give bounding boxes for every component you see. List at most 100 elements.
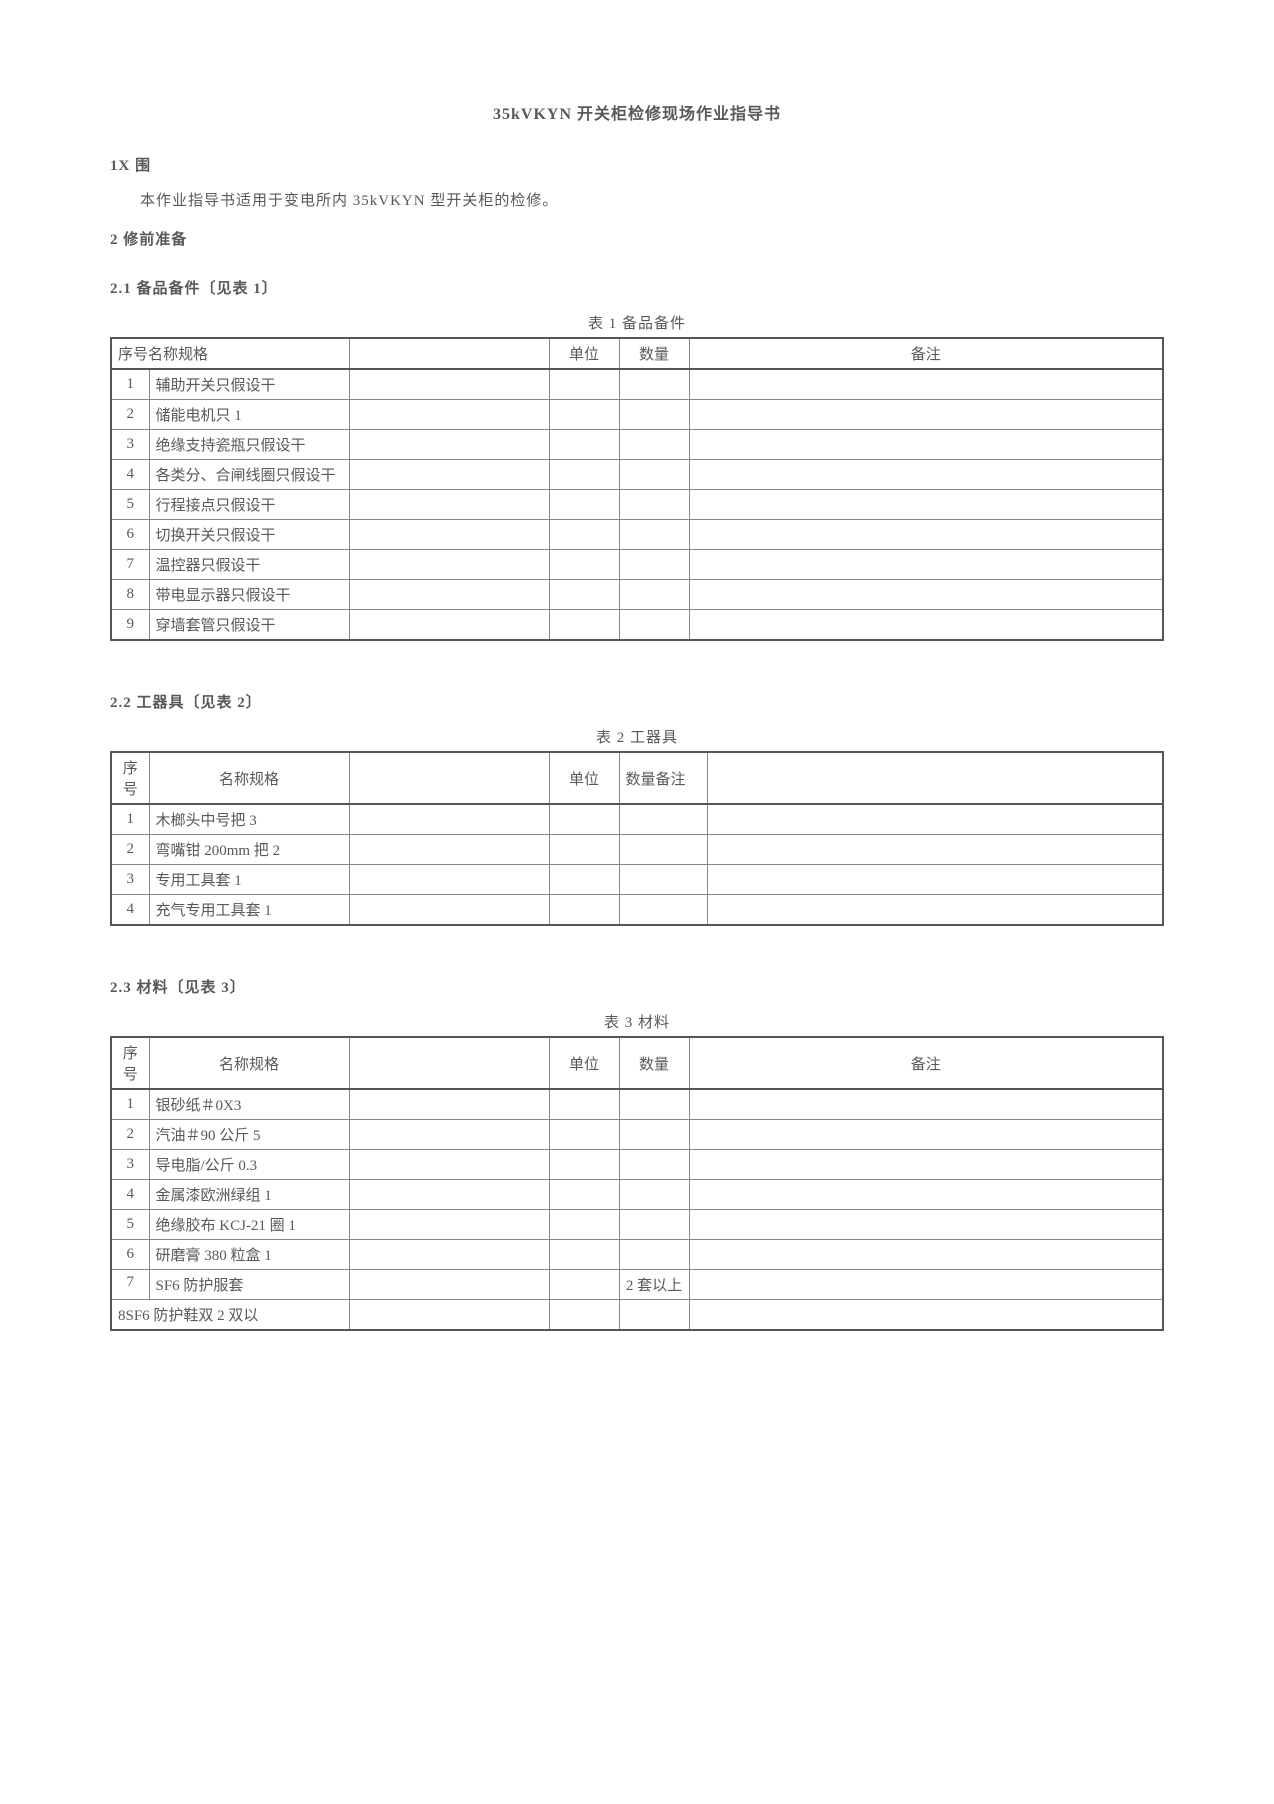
cell-name: 银砂纸＃0X3 <box>149 1089 349 1120</box>
cell-remark <box>689 610 1163 641</box>
cell-blank <box>349 400 549 430</box>
cell-unit <box>549 1300 619 1331</box>
th-seq: 序号 <box>111 1037 149 1089</box>
cell-remark <box>689 1150 1163 1180</box>
cell-blank <box>349 895 549 926</box>
cell-seq: 6 <box>111 1240 149 1270</box>
table-row: 2弯嘴钳 200mm 把 2 <box>111 835 1163 865</box>
cell-name: 汽油＃90 公斤 5 <box>149 1120 349 1150</box>
cell-seq: 2 <box>111 835 149 865</box>
cell-name: 弯嘴钳 200mm 把 2 <box>149 835 349 865</box>
cell-name: 各类分、合闸线圈只假设干 <box>149 460 349 490</box>
cell-name: 储能电机只 1 <box>149 400 349 430</box>
th-seq-name-spec: 序号名称规格 <box>111 338 349 369</box>
cell-seq: 2 <box>111 400 149 430</box>
cell-unit <box>549 1180 619 1210</box>
cell-remark <box>707 835 1163 865</box>
th-unit: 单位 <box>549 338 619 369</box>
table-1: 序号名称规格 单位 数量 备注 1辅助开关只假设干2储能电机只 13绝缘支持瓷瓶… <box>110 337 1164 641</box>
document-page: 35kVKYN 开关柜检修现场作业指导书 1X 围 本作业指导书适用于变电所内 … <box>0 0 1274 1391</box>
th-seq: 序号 <box>111 752 149 804</box>
cell-blank <box>349 490 549 520</box>
th-blank <box>349 1037 549 1089</box>
cell-qty <box>619 804 707 835</box>
cell-blank <box>349 1300 549 1331</box>
cell-remark <box>707 865 1163 895</box>
cell-qty <box>619 580 689 610</box>
table-row: 3专用工具套 1 <box>111 865 1163 895</box>
cell-unit <box>549 550 619 580</box>
table-row: 8带电显示器只假设干 <box>111 580 1163 610</box>
cell-blank <box>349 835 549 865</box>
cell-remark <box>689 460 1163 490</box>
th-blank <box>349 338 549 369</box>
th-remark: 备注 <box>689 1037 1163 1089</box>
cell-name: 绝缘胶布 KCJ-21 圈 1 <box>149 1210 349 1240</box>
cell-remark <box>689 1270 1163 1300</box>
th-name: 名称规格 <box>149 1037 349 1089</box>
table-row: 6研磨膏 380 粒盒 1 <box>111 1240 1163 1270</box>
table-1-caption: 表 1 备品备件 <box>110 312 1164 333</box>
cell-remark <box>689 400 1163 430</box>
cell-name: 辅助开关只假设干 <box>149 369 349 400</box>
th-name: 名称规格 <box>149 752 349 804</box>
table-row: 3导电脂/公斤 0.3 <box>111 1150 1163 1180</box>
cell-qty <box>619 550 689 580</box>
cell-seq-name: 8SF6 防护鞋双 2 双以 <box>111 1300 349 1331</box>
cell-name: 温控器只假设干 <box>149 550 349 580</box>
doc-title: 35kVKYN 开关柜检修现场作业指导书 <box>110 100 1164 124</box>
table-row: 2储能电机只 1 <box>111 400 1163 430</box>
table-row: 1辅助开关只假设干 <box>111 369 1163 400</box>
section-1-heading: 1X 围 <box>110 154 1164 175</box>
cell-remark <box>689 580 1163 610</box>
th-blank2 <box>707 752 1163 804</box>
table-3-caption: 表 3 材料 <box>110 1011 1164 1032</box>
cell-remark <box>689 369 1163 400</box>
cell-seq: 4 <box>111 1180 149 1210</box>
table-row: 4各类分、合闸线圈只假设干 <box>111 460 1163 490</box>
cell-seq: 3 <box>111 430 149 460</box>
section-2-heading: 2 修前准备 <box>110 228 1164 249</box>
table-row: 7SF6 防护服套2 套以上 <box>111 1270 1163 1300</box>
table-row: 2汽油＃90 公斤 5 <box>111 1120 1163 1150</box>
th-unit: 单位 <box>549 1037 619 1089</box>
cell-unit <box>549 610 619 641</box>
cell-qty <box>619 520 689 550</box>
th-qty-remark: 数量备注 <box>619 752 707 804</box>
cell-qty <box>619 1240 689 1270</box>
table-row: 4充气专用工具套 1 <box>111 895 1163 926</box>
cell-qty <box>619 835 707 865</box>
cell-remark <box>689 1240 1163 1270</box>
th-blank <box>349 752 549 804</box>
cell-remark <box>689 1210 1163 1240</box>
section-1-body: 本作业指导书适用于变电所内 35kVKYN 型开关柜的检修。 <box>110 189 1164 210</box>
cell-seq: 3 <box>111 1150 149 1180</box>
cell-blank <box>349 865 549 895</box>
table-row: 6切换开关只假设干 <box>111 520 1163 550</box>
section-2-2-heading: 2.2 工器具〔见表 2〕 <box>110 691 1164 712</box>
cell-name: 切换开关只假设干 <box>149 520 349 550</box>
table-row: 1木榔头中号把 3 <box>111 804 1163 835</box>
cell-unit <box>549 1089 619 1120</box>
th-unit: 单位 <box>549 752 619 804</box>
table-header-row: 序号 名称规格 单位 数量备注 <box>111 752 1163 804</box>
cell-unit <box>549 369 619 400</box>
cell-qty <box>619 610 689 641</box>
cell-qty <box>619 865 707 895</box>
cell-unit <box>549 1270 619 1300</box>
cell-name: 木榔头中号把 3 <box>149 804 349 835</box>
cell-seq: 4 <box>111 460 149 490</box>
cell-unit <box>549 490 619 520</box>
cell-blank <box>349 1270 549 1300</box>
section-2-3-heading: 2.3 材料〔见表 3〕 <box>110 976 1164 997</box>
cell-name: 穿墙套管只假设干 <box>149 610 349 641</box>
cell-qty <box>619 460 689 490</box>
cell-qty <box>619 490 689 520</box>
cell-name: 带电显示器只假设干 <box>149 580 349 610</box>
cell-name: 绝缘支持瓷瓶只假设干 <box>149 430 349 460</box>
cell-remark <box>689 1300 1163 1331</box>
cell-unit <box>549 580 619 610</box>
cell-name: 导电脂/公斤 0.3 <box>149 1150 349 1180</box>
cell-unit <box>549 520 619 550</box>
cell-qty <box>619 1089 689 1120</box>
